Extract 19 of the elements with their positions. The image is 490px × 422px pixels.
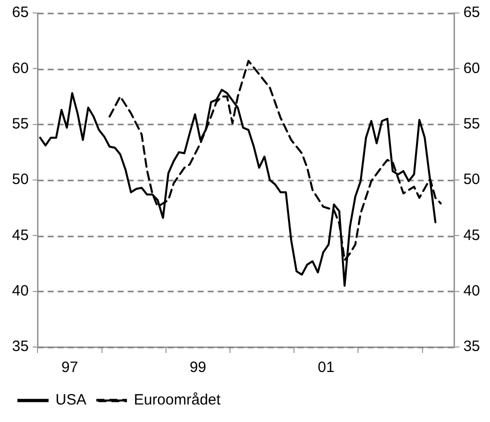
- y-tick-label: 60: [12, 60, 29, 77]
- x-tick-label: 99: [190, 359, 206, 376]
- x-tick-label: 97: [61, 359, 78, 376]
- legend-label: USA: [56, 392, 86, 409]
- legend-label: Euroområdet: [134, 392, 222, 409]
- y2-tick-label: 55: [463, 115, 480, 132]
- y-tick-label: 35: [12, 338, 29, 356]
- y-tick-label: 55: [12, 115, 29, 132]
- y2-tick-label: 65: [463, 4, 480, 22]
- y2-tick-label: 35: [463, 338, 480, 356]
- y-tick-label: 50: [12, 171, 29, 188]
- y2-tick-label: 60: [463, 60, 480, 77]
- y2-tick-label: 40: [463, 282, 480, 300]
- y2-tick-label: 50: [463, 171, 480, 188]
- x-tick-label: 01: [318, 359, 334, 376]
- y-tick-label: 65: [12, 4, 29, 22]
- y-tick-label: 40: [12, 282, 29, 300]
- y2-tick-label: 45: [463, 226, 480, 244]
- y-tick-label: 45: [12, 226, 29, 244]
